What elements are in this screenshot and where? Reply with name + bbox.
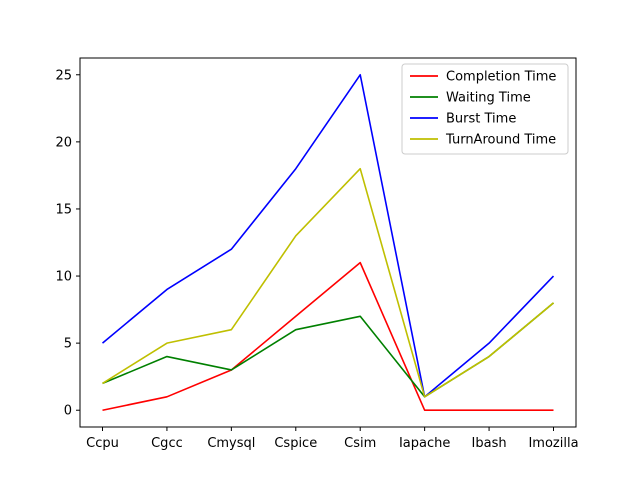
- series-line-burst-time: [101, 73, 555, 398]
- legend-label-completion-time: Completion Time: [446, 70, 556, 85]
- y-tick-label: 25: [55, 68, 72, 83]
- legend: Completion Time Waiting Time Burst Time Tur…: [401, 63, 569, 155]
- y-tick-label: 0: [64, 404, 72, 419]
- x-tick-label: Imozilla: [528, 436, 578, 451]
- y-tick-label: 15: [55, 202, 72, 217]
- x-tick-label: Iapache: [399, 436, 450, 451]
- y-tick-label: 20: [55, 135, 72, 150]
- x-axis: Ccpu Cgcc Cmysql Cspice Csim Iapache Ibash Imoz…: [86, 427, 579, 451]
- x-tick-label: Ibash: [472, 436, 507, 451]
- legend-label-burst-time: Burst Time: [446, 112, 516, 127]
- x-tick-label: Cgcc: [151, 436, 183, 451]
- series-line-completion-time: [102, 261, 554, 412]
- series-line-turnaround-time: [102, 167, 555, 398]
- x-tick-label: Cspice: [274, 436, 317, 451]
- legend-label-turnaround-time: TurnAround Time: [445, 133, 556, 148]
- x-tick-label: Ccpu: [86, 436, 119, 451]
- y-tick-label: 10: [55, 270, 72, 285]
- y-tick-label: 5: [64, 337, 72, 352]
- y-axis: 0 5 10 15 20 25: [55, 68, 80, 419]
- axes-frame: [79, 57, 577, 428]
- x-tick-label: Csim: [344, 436, 376, 451]
- series-layer: [101, 73, 555, 412]
- legend-box: [401, 63, 569, 155]
- legend-label-waiting-time: Waiting Time: [446, 91, 531, 106]
- x-tick-label: Cmysql: [207, 436, 255, 451]
